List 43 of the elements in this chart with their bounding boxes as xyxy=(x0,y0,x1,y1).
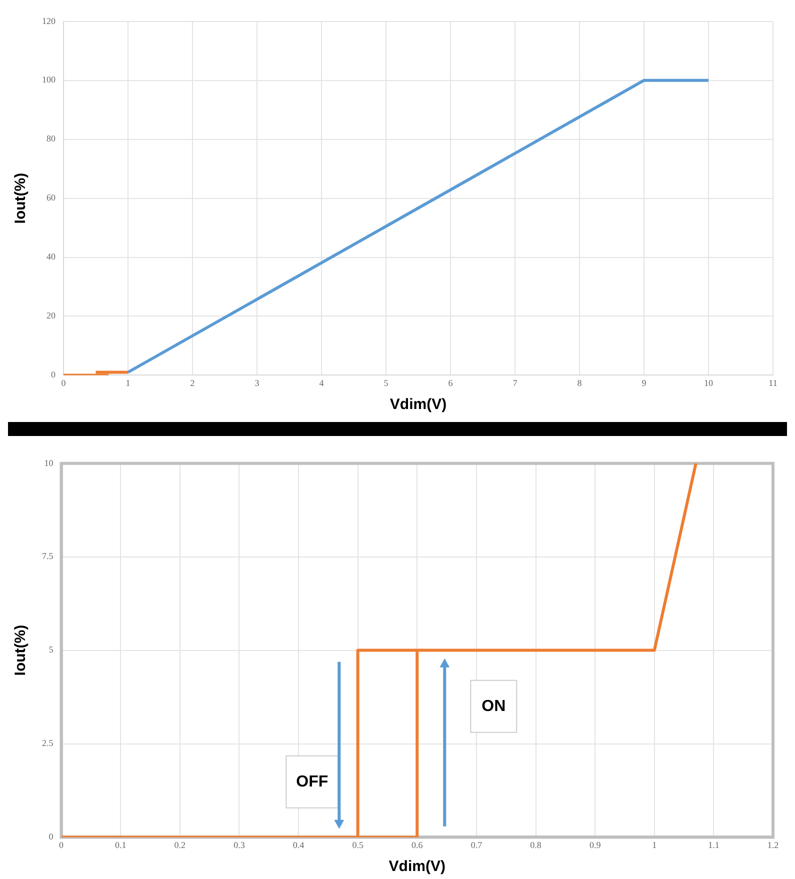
y-tick-label: 60 xyxy=(46,192,56,203)
x-tick-label: 0.7 xyxy=(470,840,483,850)
x-tick-label: 11 xyxy=(768,378,778,388)
x-tick-label: 0.3 xyxy=(234,840,246,850)
x-tick-label: 9 xyxy=(642,378,647,388)
y-tick-label: 2.5 xyxy=(42,738,54,748)
y-axis-title: Iout(%) xyxy=(12,624,30,676)
x-tick-label: 0.5 xyxy=(352,840,364,850)
x-tick-label: 7 xyxy=(512,378,518,388)
x-tick-label: 0.6 xyxy=(412,840,424,850)
y-tick-label: 0 xyxy=(48,832,54,842)
x-tick-label: 6 xyxy=(448,378,454,388)
x-tick-label: 8 xyxy=(577,378,582,388)
x-tick-label: 1.2 xyxy=(767,840,779,850)
x-tick-label: 3 xyxy=(254,378,260,388)
y-axis-title: Iout(%) xyxy=(12,172,30,224)
y-tick-label: 10 xyxy=(44,458,54,468)
x-tick-label: 10 xyxy=(704,378,714,388)
x-tick-label: 1 xyxy=(126,378,130,388)
x-tick-label: 0.2 xyxy=(174,840,186,850)
x-tick-label: 0 xyxy=(59,840,64,850)
x-tick-label: 0.1 xyxy=(114,840,126,850)
annotation: OFF xyxy=(296,773,328,790)
x-tick-label: 4 xyxy=(319,378,324,388)
y-tick-label: 20 xyxy=(46,310,56,321)
x-tick-label: 0.4 xyxy=(292,840,305,850)
y-tick-label: 120 xyxy=(42,16,56,26)
x-axis-title: Vdim(V) xyxy=(390,396,447,414)
y-tick-label: 100 xyxy=(42,74,56,85)
x-axis-title: Vdim(V) xyxy=(388,858,446,876)
y-tick-label: 40 xyxy=(46,252,56,262)
x-tick-label: 1 xyxy=(652,840,657,850)
x-tick-label: 0 xyxy=(61,378,66,388)
y-tick-label: 5 xyxy=(48,644,54,655)
x-tick-label: 0.9 xyxy=(589,840,602,850)
x-tick-label: 5 xyxy=(384,378,389,388)
x-tick-label: 1.1 xyxy=(708,840,720,850)
y-tick-label: 7.5 xyxy=(42,551,54,562)
y-tick-label: 0 xyxy=(51,370,56,380)
x-tick-label: 0.8 xyxy=(530,840,542,850)
annotation: ON xyxy=(482,698,506,715)
y-tick-label: 80 xyxy=(46,134,56,144)
x-tick-label: 2 xyxy=(190,378,195,388)
